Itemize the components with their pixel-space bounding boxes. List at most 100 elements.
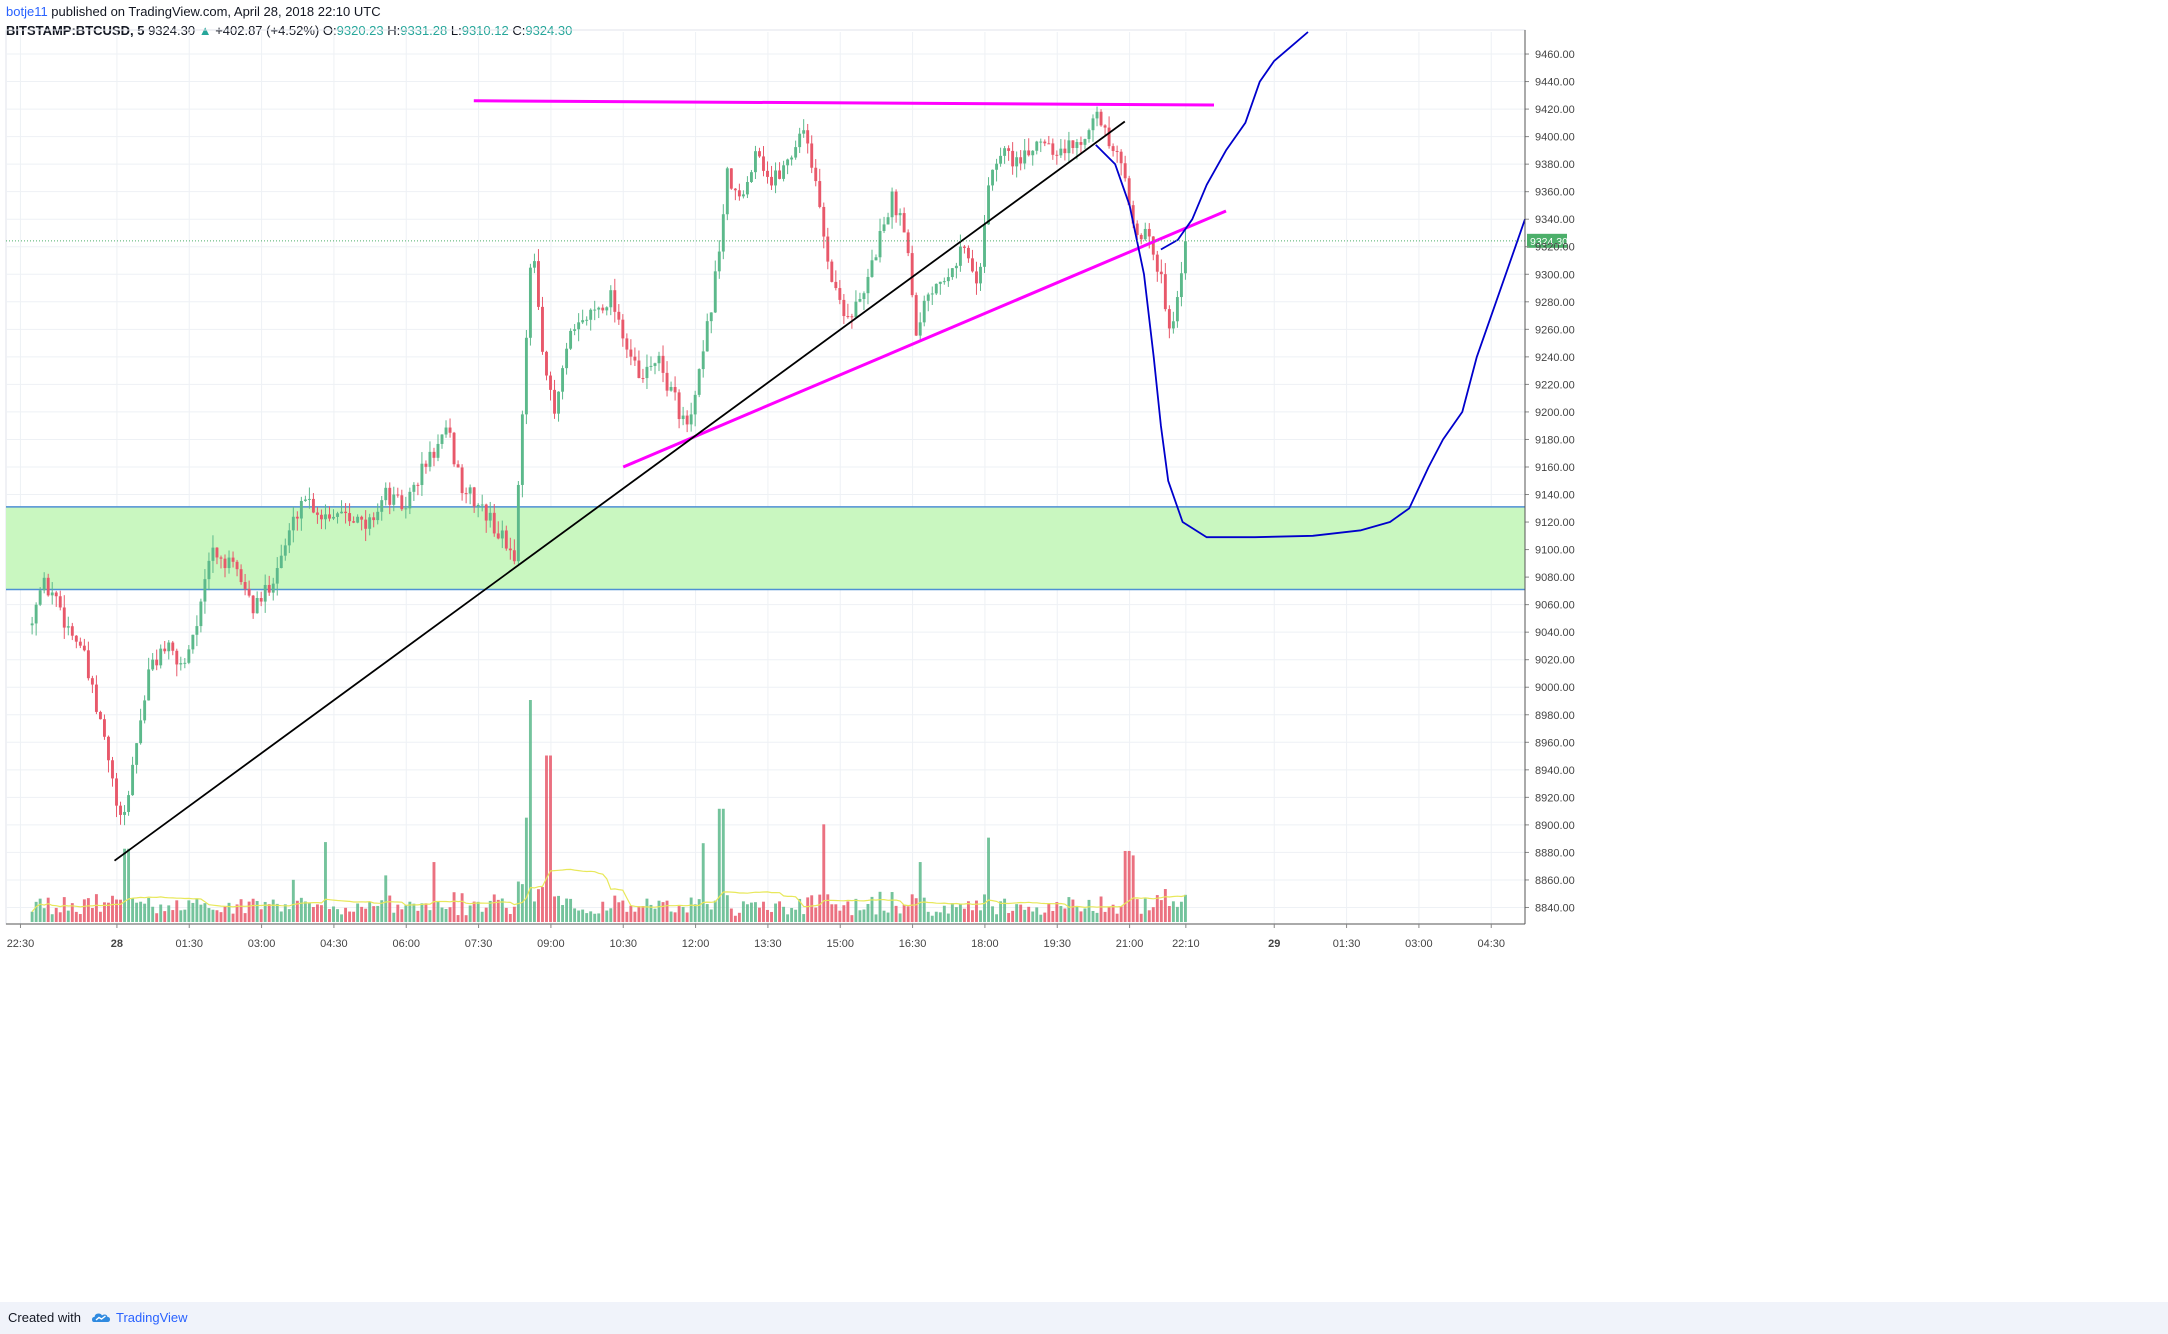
candle-body xyxy=(1123,163,1127,179)
volume-bar xyxy=(340,914,343,922)
candle-body xyxy=(830,261,834,282)
candle-body xyxy=(1163,274,1167,310)
candle-body xyxy=(352,521,356,523)
volume-bar xyxy=(625,911,629,922)
candle-body xyxy=(1155,254,1159,272)
candle-body xyxy=(432,451,436,458)
candle-body xyxy=(938,281,942,284)
candle-body xyxy=(267,584,271,593)
candle-body xyxy=(58,596,62,608)
candle-body xyxy=(135,743,139,765)
candle-body xyxy=(661,355,665,373)
candle-body xyxy=(1147,228,1151,237)
price-chart[interactable]: 9324.30 9460.00 9440.00 9420.00 9400.00 9380… xyxy=(0,0,2168,1302)
volume-bar xyxy=(195,898,199,922)
candle-body xyxy=(1055,154,1059,156)
volume-bar xyxy=(553,896,556,922)
candle-body xyxy=(223,558,227,569)
candle-body xyxy=(283,545,287,556)
candle-body xyxy=(854,301,858,318)
volume-bar xyxy=(878,891,882,922)
y-tick-label: 9060.00 xyxy=(1535,600,1575,612)
projection-curve-lower xyxy=(1095,144,1526,539)
x-tick-label: 12:00 xyxy=(682,938,710,950)
volume-bar xyxy=(279,911,283,922)
y-tick-label: 9140.00 xyxy=(1535,490,1575,502)
volume-bar xyxy=(930,915,934,922)
time-axis[interactable]: 22:30 28 01:30 03:00 04:30 06:00 07:30 09:00 10:… xyxy=(6,923,1525,950)
volume-bar xyxy=(818,894,822,922)
volume-bar xyxy=(577,910,581,922)
x-tick-label: 18:00 xyxy=(971,938,999,950)
x-tick-label: 04:30 xyxy=(1477,938,1505,950)
candle-body xyxy=(1007,148,1011,151)
volume-bar xyxy=(669,911,673,922)
volume-bar xyxy=(372,906,376,922)
price-axis[interactable]: 9460.00 9440.00 9420.00 9400.00 9380.00 9360.… xyxy=(1524,30,1575,924)
x-tick-label: 09:00 xyxy=(537,938,565,950)
volume-bar xyxy=(995,914,999,922)
volume-bar xyxy=(484,907,488,922)
x-tick-label: 29 xyxy=(1268,938,1280,950)
candle-body xyxy=(633,356,637,361)
candle-body xyxy=(131,764,135,796)
candle-body xyxy=(565,348,569,369)
volume-bar xyxy=(762,901,765,922)
candle-body xyxy=(171,642,175,651)
candle-body xyxy=(119,805,122,815)
volume-bar xyxy=(299,897,303,922)
volume-bar xyxy=(601,901,605,922)
chart-grid xyxy=(5,29,1526,925)
candle-body xyxy=(625,338,629,350)
volume-bar xyxy=(396,904,400,922)
candle-body xyxy=(754,151,757,173)
volume-bar xyxy=(356,903,360,922)
tradingview-brand-link[interactable]: TradingView xyxy=(116,1310,188,1325)
candle-body xyxy=(673,386,677,393)
tradingview-cloud-icon[interactable] xyxy=(90,1302,112,1334)
candle-body xyxy=(870,260,874,277)
drawing-tools-layer[interactable] xyxy=(113,31,1526,862)
candle-body xyxy=(1107,127,1111,147)
author-link[interactable]: botje11 xyxy=(6,4,48,19)
candle-body xyxy=(504,530,508,549)
volume-bar xyxy=(621,900,625,922)
candle-body xyxy=(725,168,729,215)
volume-bar xyxy=(303,901,307,922)
candle-body xyxy=(295,516,299,519)
candle-body xyxy=(850,316,854,318)
volume-bar xyxy=(962,908,966,922)
volume-bar xyxy=(991,906,994,922)
volume-bar xyxy=(78,914,82,922)
candle-body xyxy=(1151,236,1155,255)
volume-bar xyxy=(287,909,291,922)
volume-bar xyxy=(66,910,70,922)
candle-body xyxy=(641,378,645,380)
candle-body xyxy=(275,568,279,584)
candle-body xyxy=(882,224,886,232)
candle-body xyxy=(456,464,460,468)
resistance-line xyxy=(473,99,1215,107)
volume-bar xyxy=(328,909,331,922)
volume-bar xyxy=(950,903,954,922)
candle-body xyxy=(452,432,456,465)
candle-body xyxy=(573,329,577,331)
y-tick-label: 9360.00 xyxy=(1535,187,1575,199)
volume-bar xyxy=(1071,899,1075,922)
candle-body xyxy=(1091,118,1095,131)
candle-body xyxy=(315,512,319,515)
volume-bar xyxy=(987,837,990,922)
candle-body xyxy=(890,191,894,218)
volume-bar xyxy=(267,904,271,922)
y-tick-label: 9200.00 xyxy=(1535,407,1575,419)
volume-bar xyxy=(842,905,846,922)
volume-bar xyxy=(854,898,858,922)
volume-bar xyxy=(38,898,42,922)
candle-body xyxy=(1011,150,1015,167)
volume-bar xyxy=(1055,902,1059,922)
candle-body xyxy=(364,519,368,529)
volume-bar xyxy=(203,903,207,922)
candle-body xyxy=(368,517,372,529)
y-tick-label: 8900.00 xyxy=(1535,820,1575,832)
volume-bar xyxy=(1095,912,1099,922)
